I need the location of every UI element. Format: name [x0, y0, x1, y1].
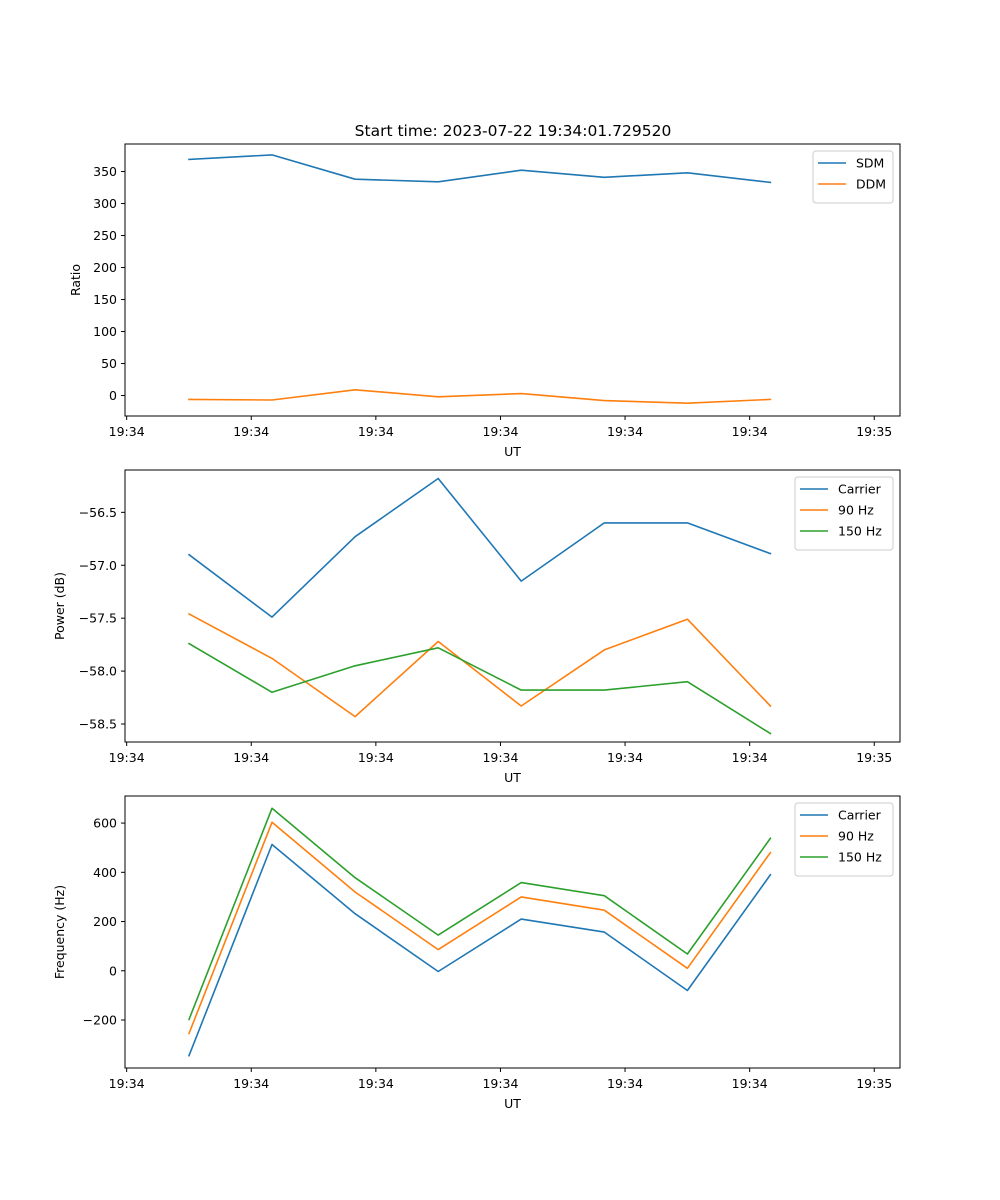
x-axis-label: UT: [504, 444, 521, 459]
y-axis-label: Power (dB): [52, 572, 67, 640]
y-tick-label: −200: [83, 1013, 117, 1028]
x-tick-label: 19:34: [358, 1076, 394, 1091]
y-tick-label: 400: [93, 865, 117, 880]
y-tick-label: 0: [109, 388, 117, 403]
x-tick-label: 19:34: [233, 1076, 269, 1091]
legend-label: DDM: [856, 177, 886, 192]
series-line-sdm: [188, 154, 772, 184]
x-tick-label: 19:34: [358, 750, 394, 765]
x-axis-label: UT: [504, 1096, 521, 1111]
x-tick-label: 19:35: [856, 1076, 892, 1091]
x-tick-label: 19:34: [482, 750, 518, 765]
y-axis-label: Frequency (Hz): [52, 885, 67, 979]
legend-label: 90 Hz: [838, 829, 874, 844]
y-tick-label: 300: [93, 196, 117, 211]
series-line-carrier: [187, 477, 772, 618]
series-line-ddm: [188, 388, 772, 405]
x-tick-label: 19:34: [607, 750, 643, 765]
x-tick-label: 19:35: [856, 424, 892, 439]
x-tick-label: 19:34: [732, 1076, 768, 1091]
legend: SDM DDM: [812, 150, 894, 204]
x-tick-label: 19:35: [856, 750, 892, 765]
chart-title: Start time: 2023-07-22 19:34:01.729520: [355, 122, 672, 140]
y-tick-label: 200: [93, 914, 117, 929]
series-line-90-hz: [187, 821, 772, 1035]
y-tick-label: 0: [109, 963, 117, 978]
y-tick-label: −58.5: [79, 717, 117, 732]
y-tick-label: 600: [93, 816, 117, 831]
x-tick-label: 19:34: [109, 1076, 145, 1091]
subplot-1: 0 50 100 150 200 250 300 350 19:34 19:34 19:34 19:3…: [68, 143, 901, 459]
x-tick-label: 19:34: [732, 750, 768, 765]
subplot-3: −200 0 200 400 600 19:34 19:34 19:34 19:34 19:34 1…: [52, 795, 901, 1111]
x-tick-label: 19:34: [607, 424, 643, 439]
x-tick-label: 19:34: [482, 1076, 518, 1091]
legend-label: Carrier: [838, 482, 882, 497]
y-tick-label: 350: [93, 164, 117, 179]
x-tick-label: 19:34: [233, 424, 269, 439]
plot-area-frame: [124, 469, 901, 743]
legend: Carrier 90 Hz 150 Hz: [794, 476, 894, 551]
y-tick-label: −58.0: [79, 664, 117, 679]
legend-label: SDM: [856, 156, 884, 171]
subplots: 0 50 100 150 200 250 300 350 19:34 19:34 19:34 19:3…: [52, 143, 901, 1111]
y-tick-label: −57.5: [79, 611, 117, 626]
x-tick-label: 19:34: [109, 424, 145, 439]
y-tick-label: 150: [93, 292, 117, 307]
series-line-150-hz: [187, 642, 772, 735]
x-tick-label: 19:34: [233, 750, 269, 765]
y-tick-label: 250: [93, 228, 117, 243]
series-line-carrier: [187, 843, 772, 1057]
x-tick-label: 19:34: [607, 1076, 643, 1091]
plot-area-frame: [124, 795, 901, 1069]
series-line-90-hz: [187, 612, 772, 718]
y-tick-label: 100: [93, 324, 117, 339]
plot-area-frame: [124, 143, 901, 417]
legend-label: 150 Hz: [838, 524, 882, 539]
x-tick-label: 19:34: [109, 750, 145, 765]
subplot-2: −58.5 −58.0 −57.5 −57.0 −56.5 19:34 19:34 19:34…: [52, 469, 901, 785]
y-tick-label: −57.0: [79, 558, 117, 573]
x-tick-label: 19:34: [482, 424, 518, 439]
x-tick-label: 19:34: [732, 424, 768, 439]
legend-label: 90 Hz: [838, 503, 874, 518]
series-line-150-hz: [187, 807, 772, 1021]
y-axis-label: Ratio: [68, 264, 83, 296]
x-tick-label: 19:34: [358, 424, 394, 439]
legend-label: Carrier: [838, 808, 882, 823]
y-tick-label: 200: [93, 260, 117, 275]
y-tick-label: −56.5: [79, 505, 117, 520]
legend-label: 150 Hz: [838, 850, 882, 865]
y-tick-label: 50: [101, 356, 117, 371]
x-axis-label: UT: [504, 770, 521, 785]
legend-frame: [812, 150, 894, 204]
legend: Carrier 90 Hz 150 Hz: [794, 802, 894, 877]
